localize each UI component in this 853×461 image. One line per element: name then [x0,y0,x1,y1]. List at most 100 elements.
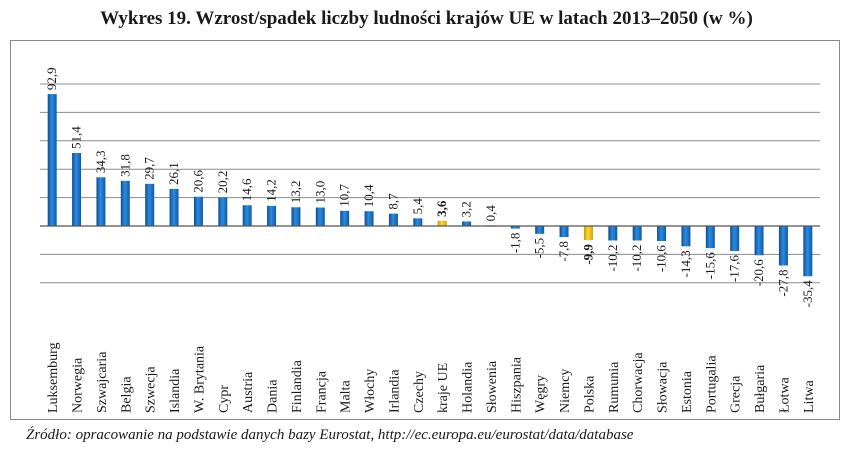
value-label: -9,9 [580,244,595,265]
value-label: 14,6 [239,178,254,201]
bar-luksemburg [47,94,57,226]
bar-włochy [364,211,374,226]
chart-frame [10,40,840,420]
value-label: 31,8 [117,154,132,177]
value-label: 34,3 [93,151,108,174]
source-note: Źródło: opracowanie na podstawie danych … [26,427,633,444]
value-label: -10,2 [629,244,644,271]
source-text: opracowanie na podstawie danych bazy Eur… [75,427,634,443]
category-label: Francja [314,370,329,413]
bar-finlandia [291,207,301,226]
value-label: -27,8 [775,269,790,296]
category-label: Chorwacja [631,352,646,413]
bar-polska [583,226,593,241]
value-label: 13,2 [288,181,303,204]
value-label: 0,4 [483,205,498,222]
bar-czechy [413,218,423,226]
category-label: Węgry [534,375,549,413]
value-label: -5,5 [532,238,547,259]
category-label: Bułgaria [753,364,768,413]
category-label: Niemcy [558,369,573,413]
value-label: 29,7 [142,157,157,180]
source-label: Źródło: [26,427,72,443]
value-label: 92,9 [44,67,59,90]
category-label: Hiszpania [509,356,524,413]
value-label: -20,6 [751,259,766,287]
chart-title: Wykres 19. Wzrost/spadek liczby ludności… [100,8,753,29]
bar-szwajcaria [96,177,106,226]
category-label: Czechy [412,371,427,413]
bar-łotwa [778,226,788,266]
category-label: Luksemburg [46,342,61,413]
value-label: -17,6 [727,255,742,283]
bar-hiszpania [510,226,520,229]
category-label: Islandia [168,368,183,413]
category-label: Austria [241,371,256,413]
bar-niemcy [559,226,569,238]
bar-estonia [681,226,691,247]
bar-belgia [120,180,130,226]
bar-litwa [803,226,813,277]
category-label: Łotwa [777,376,792,413]
category-label: Słowacja [656,361,671,413]
value-label: 10,7 [337,184,352,207]
value-label: 20,2 [215,171,230,194]
category-label: Grecja [729,375,744,413]
value-label: 10,4 [361,184,376,207]
value-label: 26,1 [166,162,181,185]
value-label: 3,2 [459,201,474,217]
bar-portugalia [705,226,715,249]
category-label: Malta [339,380,354,413]
category-label: Norwegia [71,357,86,413]
category-label: Dania [266,379,281,413]
value-label: 14,2 [264,179,279,202]
category-label: Holandia [461,361,476,413]
bar-holandia [462,221,472,226]
bar-kraje-ue [437,220,447,226]
category-label: Belgia [119,376,134,413]
category-label: Portugalia [704,355,719,413]
category-label: Estonia [680,370,695,413]
value-label: 13,0 [312,181,327,204]
bar-irlandia [388,213,398,226]
category-label: Słowenia [485,360,500,413]
value-label: -1,8 [507,233,522,254]
category-label: Finlandia [290,359,305,413]
bar-chorwacja [632,226,642,241]
category-label: Włochy [363,369,378,413]
bar-dania [267,205,277,226]
bar-cypr [218,197,228,226]
category-label: Cypr [217,385,232,413]
value-label: -35,4 [800,280,815,308]
bar-austria [242,205,252,226]
category-label: Polska [582,375,597,413]
bar-bułgaria [754,226,764,256]
category-label: W. Brytania [192,345,207,413]
value-label: 20,6 [190,169,205,192]
bar-malta [340,210,350,226]
bar-rumunia [608,226,618,241]
category-label: Rumunia [607,361,622,413]
value-label: -14,3 [678,250,693,277]
category-label: Litwa [802,380,817,413]
bar-grecja [730,226,740,251]
value-label: -10,6 [654,245,669,273]
bar-słowacja [657,226,667,242]
category-label: kraje UE [436,363,451,413]
bar-francja [315,207,325,226]
value-label: -7,8 [556,241,571,262]
value-label: -10,2 [605,244,620,271]
category-label: Szwajcaria [95,351,110,413]
bar-norwegia [72,153,82,226]
bar-węgry [535,226,545,234]
bar-w-brytania [193,196,203,226]
value-label: 5,4 [410,198,425,215]
value-label: 3,6 [434,200,449,217]
value-label: -15,6 [702,252,717,280]
value-label: 51,4 [69,126,84,149]
bar-szwecja [145,183,155,226]
category-label: Szwecja [144,366,159,413]
category-label: Irlandia [387,369,402,413]
value-label: 8,7 [385,193,400,210]
